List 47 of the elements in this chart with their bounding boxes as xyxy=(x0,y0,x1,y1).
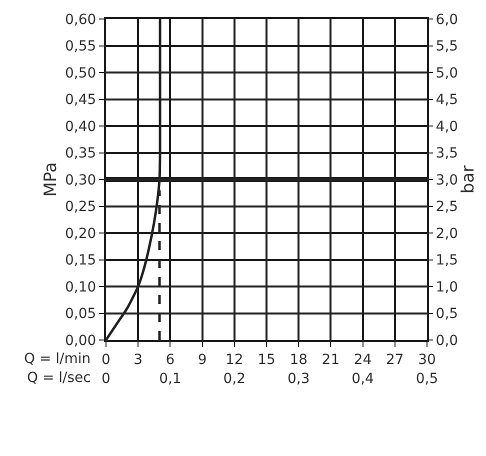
y2-tick-label: 1,0 xyxy=(436,279,458,296)
y-tick-label: 0,25 xyxy=(65,199,96,216)
x-tick-label: 21 xyxy=(322,352,340,368)
y-tick-label: 0,20 xyxy=(65,226,96,242)
y-tick-label: 0,40 xyxy=(65,118,96,135)
x2-tick-label: 0,3 xyxy=(287,371,310,387)
x-axis-title: Q = l/min xyxy=(24,351,91,367)
x-tick-label: 6 xyxy=(166,352,175,368)
x-tick-label: 18 xyxy=(290,352,308,368)
x-tick-label: 9 xyxy=(198,352,207,368)
x-tick-label: 15 xyxy=(258,352,276,368)
x2-tick-label: 0,2 xyxy=(223,371,246,387)
y2-tick-label: 0,0 xyxy=(436,332,458,349)
y-tick-label: 0,45 xyxy=(65,92,96,108)
x2-axis-title: Q = l/sec xyxy=(27,370,91,386)
y-tick-label: 0,60 xyxy=(65,12,96,28)
x2-tick-label: 0,4 xyxy=(352,371,374,387)
y2-tick-label: 1,5 xyxy=(436,252,458,269)
y2-tick-label: 6,0 xyxy=(436,12,458,28)
y-tick-label: 0,50 xyxy=(65,65,96,82)
y2-tick-label: 2,5 xyxy=(436,199,458,216)
x2-tick-label: 0 xyxy=(102,371,110,387)
y-tick-label: 0,35 xyxy=(65,146,96,162)
y2-tick-label: 4,0 xyxy=(436,118,458,135)
y2-tick-label: 3,0 xyxy=(436,172,458,188)
x2-tick-label: 0,1 xyxy=(159,371,182,387)
x-tick-label: 27 xyxy=(386,352,404,368)
y-tick-label: 0,00 xyxy=(65,332,96,349)
x-tick-label: 12 xyxy=(225,352,244,368)
y2-axis-title: bar xyxy=(458,165,478,194)
y2-tick-label: 2,0 xyxy=(436,226,458,242)
y2-tick-label: 4,5 xyxy=(436,92,458,108)
x-tick-label: 3 xyxy=(134,352,143,368)
x-tick-label: 0 xyxy=(102,352,110,368)
y2-tick-label: 5,5 xyxy=(436,38,458,55)
y-axis-title: MPa xyxy=(41,162,62,197)
y-tick-label: 0,55 xyxy=(65,38,96,55)
x-tick-label: 30 xyxy=(418,352,436,368)
y2-tick-label: 3,5 xyxy=(436,146,458,162)
x-tick-label: 24 xyxy=(354,352,372,368)
y2-tick-label: 5,0 xyxy=(436,65,458,82)
x2-tick-label: 0,5 xyxy=(416,371,438,387)
y-tick-label: 0,05 xyxy=(65,306,96,322)
y2-tick-label: 0,5 xyxy=(436,306,458,322)
y-tick-label: 0,15 xyxy=(65,252,96,269)
y-tick-label: 0,10 xyxy=(65,279,96,296)
y-tick-label: 0,30 xyxy=(65,172,96,188)
